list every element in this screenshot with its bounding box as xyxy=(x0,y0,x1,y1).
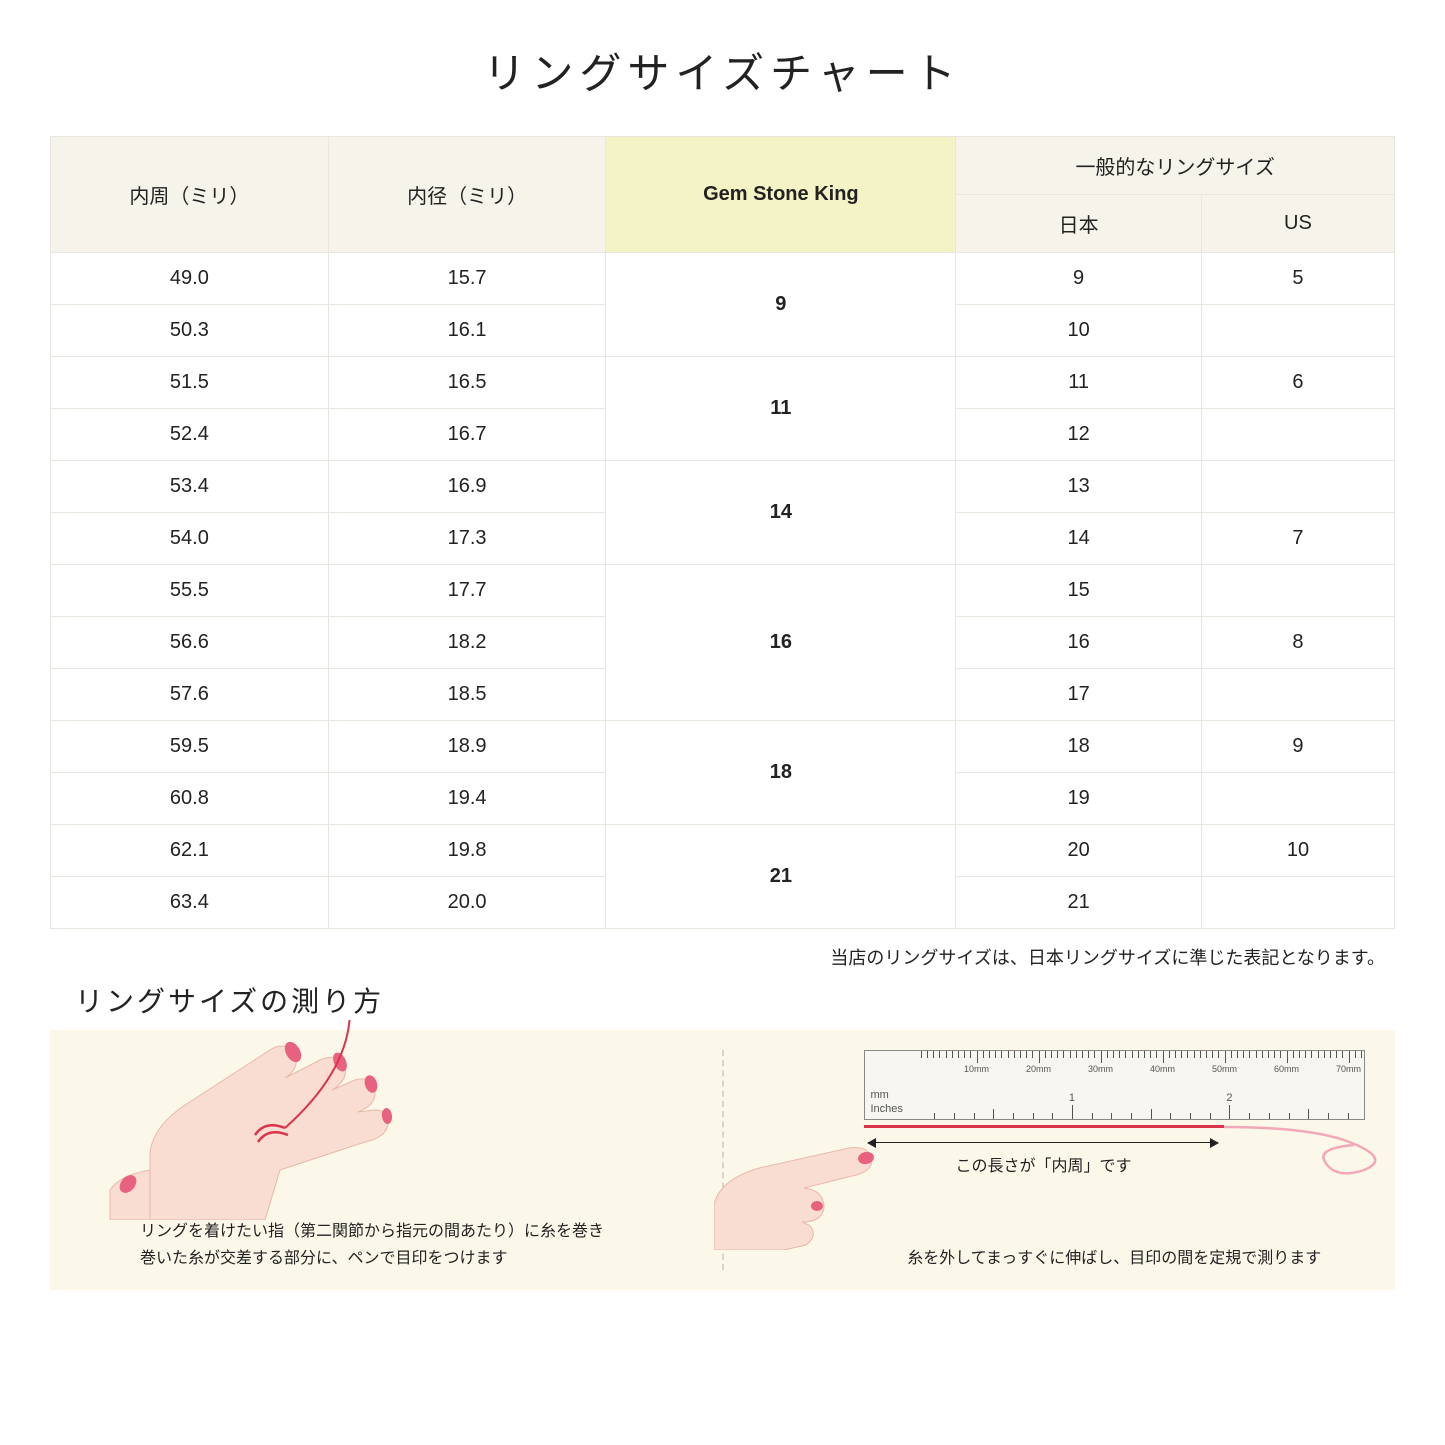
header-circumference: 内周（ミリ） xyxy=(51,137,329,253)
cell-diameter: 18.5 xyxy=(328,669,606,721)
cell-circumference: 59.5 xyxy=(51,721,329,773)
header-jp: 日本 xyxy=(956,195,1202,253)
table-row: 62.119.8212010 xyxy=(51,825,1395,877)
cell-us xyxy=(1201,461,1394,513)
cell-diameter: 16.9 xyxy=(328,461,606,513)
table-row: 51.516.511116 xyxy=(51,357,1395,409)
cell-jp: 12 xyxy=(956,409,1202,461)
cell-circumference: 49.0 xyxy=(51,253,329,305)
cell-jp: 21 xyxy=(956,877,1202,929)
table-row: 59.518.918189 xyxy=(51,721,1395,773)
howto-step-1-text: リングを着けたい指（第二関節から指元の間あたり）に糸を巻き 巻いた糸が交差する部… xyxy=(140,1218,692,1272)
cell-gsk: 21 xyxy=(606,825,956,929)
header-us: US xyxy=(1201,195,1394,253)
howto-step-2: mm Inches 10mm20mm30mm40mm50mm60mm70mm12… xyxy=(724,1030,1396,1290)
cell-jp: 19 xyxy=(956,773,1202,825)
measurement-arrow-label: この長さが「内周」です xyxy=(864,1152,1224,1176)
cell-diameter: 18.2 xyxy=(328,617,606,669)
cell-jp: 14 xyxy=(956,513,1202,565)
cell-circumference: 63.4 xyxy=(51,877,329,929)
howto-panel: リングを着けたい指（第二関節から指元の間あたり）に糸を巻き 巻いた糸が交差する部… xyxy=(50,1030,1395,1290)
ruler-in-label: Inches xyxy=(871,1103,903,1115)
cell-circumference: 55.5 xyxy=(51,565,329,617)
cell-us xyxy=(1201,773,1394,825)
footnote: 当店のリングサイズは、日本リングサイズに準じた表記となります。 xyxy=(50,944,1395,970)
cell-circumference: 56.6 xyxy=(51,617,329,669)
cell-circumference: 51.5 xyxy=(51,357,329,409)
cell-circumference: 60.8 xyxy=(51,773,329,825)
cell-us xyxy=(1201,877,1394,929)
howto-step-1: リングを着けたい指（第二関節から指元の間あたり）に糸を巻き 巻いた糸が交差する部… xyxy=(50,1030,722,1290)
header-gsk: Gem Stone King xyxy=(606,137,956,253)
cell-jp: 20 xyxy=(956,825,1202,877)
cell-us: 8 xyxy=(1201,617,1394,669)
cell-jp: 18 xyxy=(956,721,1202,773)
cell-gsk: 14 xyxy=(606,461,956,565)
cell-diameter: 17.7 xyxy=(328,565,606,617)
cell-circumference: 54.0 xyxy=(51,513,329,565)
cell-us xyxy=(1201,669,1394,721)
header-diameter: 内径（ミリ） xyxy=(328,137,606,253)
table-row: 55.517.71615 xyxy=(51,565,1395,617)
cell-us: 6 xyxy=(1201,357,1394,409)
cell-jp: 17 xyxy=(956,669,1202,721)
cell-us xyxy=(1201,409,1394,461)
cell-us xyxy=(1201,305,1394,357)
cell-us: 9 xyxy=(1201,721,1394,773)
cell-circumference: 53.4 xyxy=(51,461,329,513)
cell-gsk: 11 xyxy=(606,357,956,461)
cell-gsk: 18 xyxy=(606,721,956,825)
cell-diameter: 16.7 xyxy=(328,409,606,461)
cell-jp: 11 xyxy=(956,357,1202,409)
cell-gsk: 9 xyxy=(606,253,956,357)
table-row: 53.416.91413 xyxy=(51,461,1395,513)
thread-tail-icon xyxy=(1224,1110,1404,1180)
cell-diameter: 20.0 xyxy=(328,877,606,929)
cell-circumference: 62.1 xyxy=(51,825,329,877)
ruler-mm-label: mm xyxy=(871,1089,889,1101)
howto-step-2-text: 糸を外してまっすぐに伸ばし、目印の間を定規で測ります xyxy=(864,1245,1366,1272)
measurement-arrow xyxy=(868,1142,1218,1143)
table-row: 49.015.7995 xyxy=(51,253,1395,305)
cell-us: 7 xyxy=(1201,513,1394,565)
cell-diameter: 16.1 xyxy=(328,305,606,357)
cell-gsk: 16 xyxy=(606,565,956,721)
cell-us: 10 xyxy=(1201,825,1394,877)
ruler-illustration: mm Inches 10mm20mm30mm40mm50mm60mm70mm12… xyxy=(864,1050,1366,1120)
cell-jp: 16 xyxy=(956,617,1202,669)
cell-jp: 10 xyxy=(956,305,1202,357)
cell-circumference: 57.6 xyxy=(51,669,329,721)
page-title: リングサイズチャート xyxy=(50,40,1395,101)
cell-us: 5 xyxy=(1201,253,1394,305)
cell-diameter: 17.3 xyxy=(328,513,606,565)
cell-jp: 13 xyxy=(956,461,1202,513)
cell-us xyxy=(1201,565,1394,617)
size-chart-table: 内周（ミリ） 内径（ミリ） Gem Stone King 一般的なリングサイズ … xyxy=(50,136,1395,929)
cell-diameter: 15.7 xyxy=(328,253,606,305)
cell-diameter: 16.5 xyxy=(328,357,606,409)
howto-title: リングサイズの測り方 xyxy=(75,980,1395,1020)
hand-wrap-icon xyxy=(90,1020,470,1220)
cell-diameter: 19.8 xyxy=(328,825,606,877)
thread-line xyxy=(864,1125,1224,1128)
cell-diameter: 18.9 xyxy=(328,721,606,773)
cell-diameter: 19.4 xyxy=(328,773,606,825)
cell-jp: 15 xyxy=(956,565,1202,617)
cell-circumference: 50.3 xyxy=(51,305,329,357)
hand-point-icon xyxy=(714,1110,884,1250)
header-general: 一般的なリングサイズ xyxy=(956,137,1395,195)
cell-jp: 9 xyxy=(956,253,1202,305)
cell-circumference: 52.4 xyxy=(51,409,329,461)
